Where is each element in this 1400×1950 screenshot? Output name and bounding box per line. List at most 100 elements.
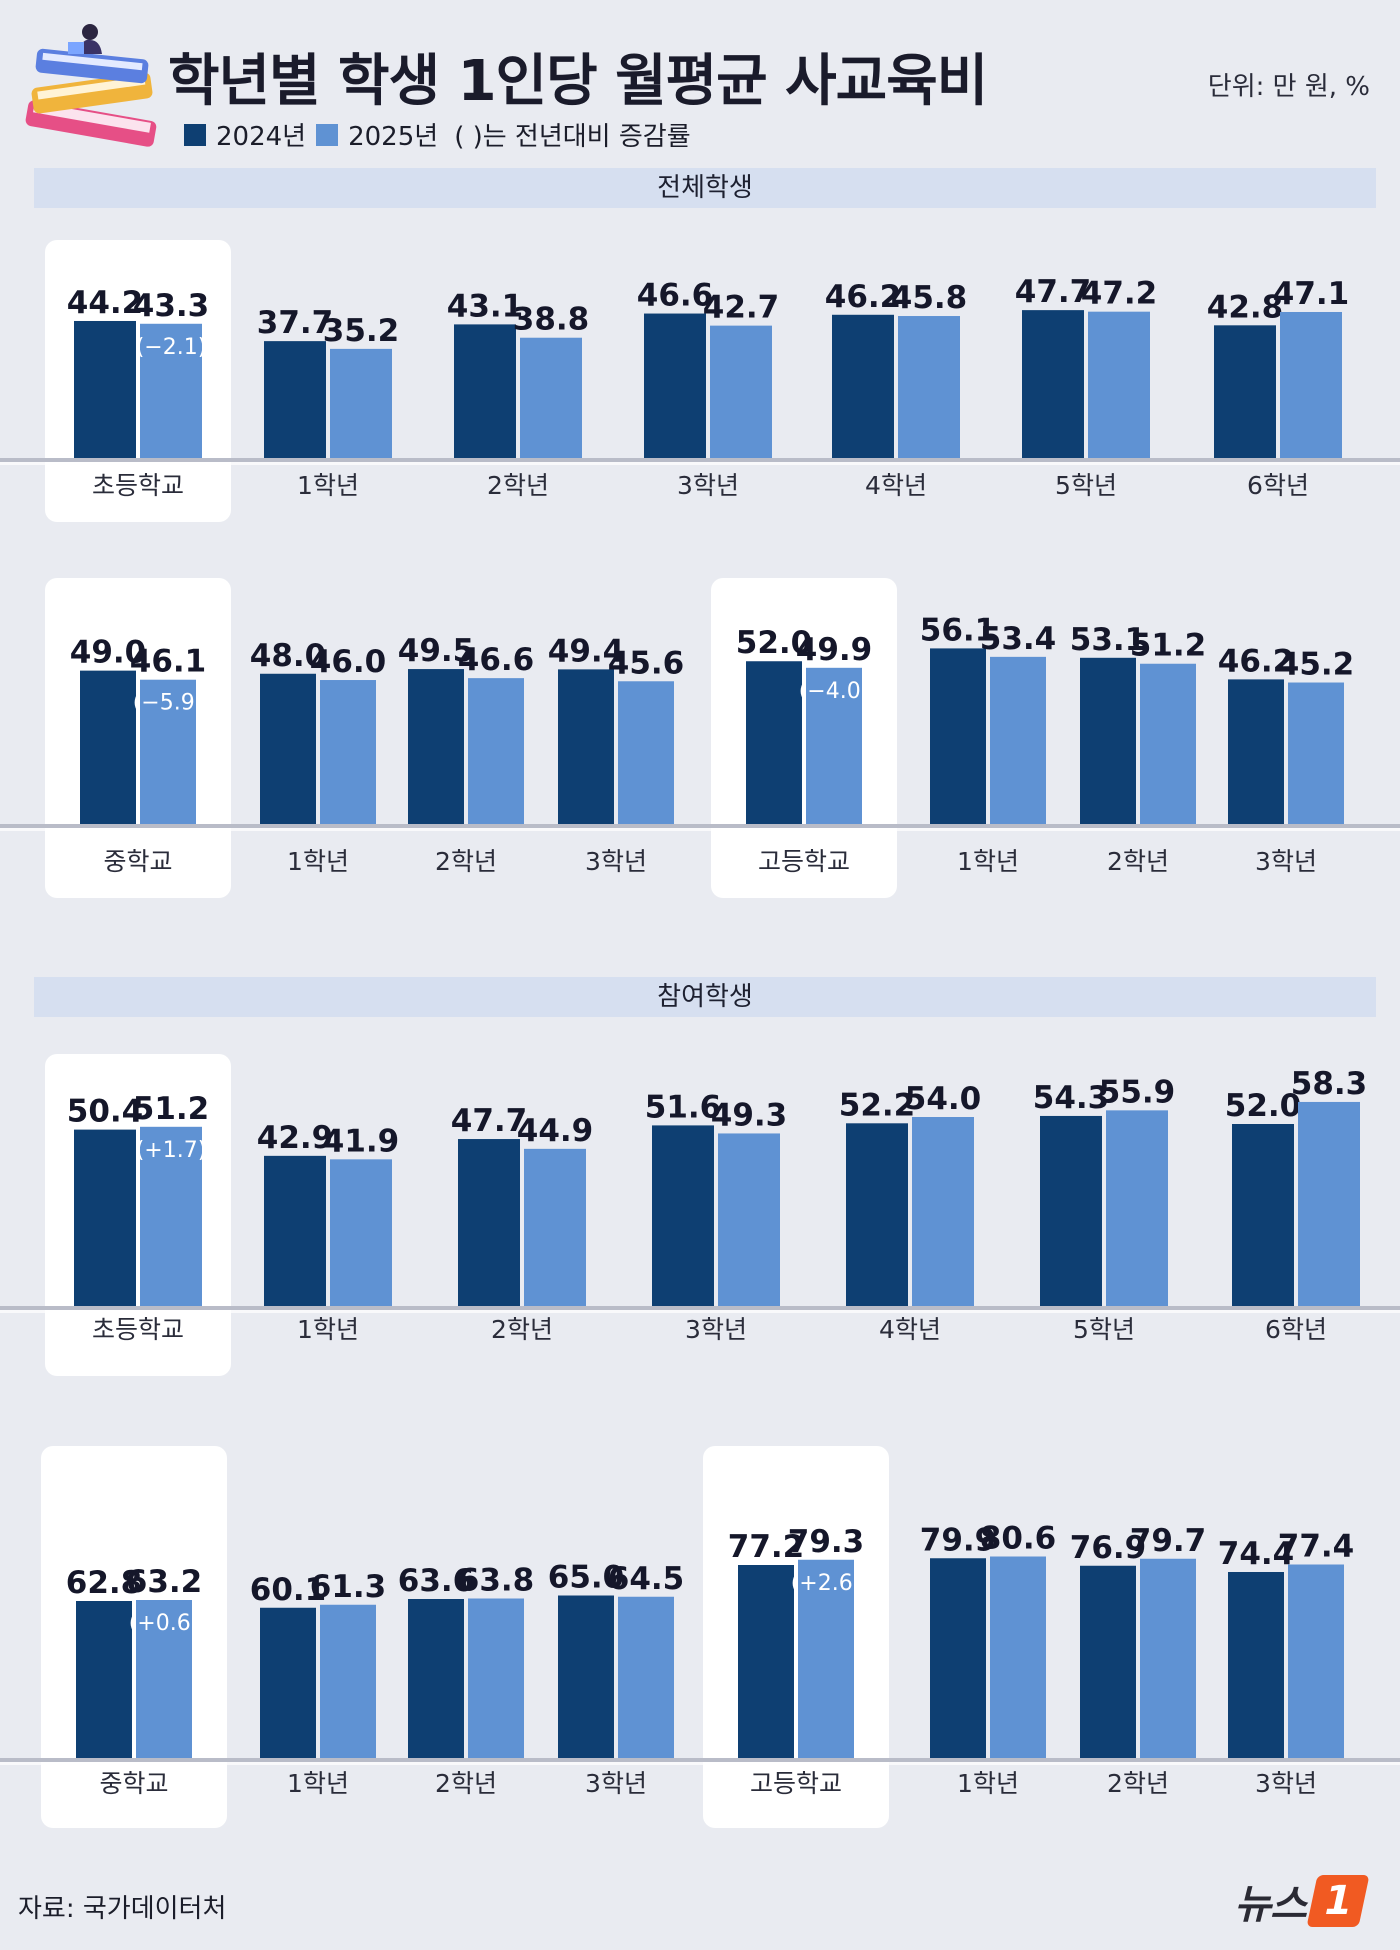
- bar-1-5-2025: [990, 656, 1046, 824]
- bar-1-1-2025: [320, 680, 376, 824]
- change-label-3-4: (+2.6): [791, 1571, 862, 1596]
- value-label-2-2-2025: 44.9: [517, 1113, 594, 1149]
- bar-0-0-2024: [74, 320, 136, 458]
- category-label-2-5: 5학년: [1073, 1315, 1135, 1344]
- value-label-0-4-2024: 46.2: [825, 279, 902, 315]
- bar-0-2-2025: [520, 337, 582, 458]
- value-label-3-1-2025: 61.3: [310, 1569, 387, 1605]
- value-label-1-5-2025: 53.4: [980, 621, 1057, 657]
- value-label-1-0-2025: 46.1: [130, 644, 207, 680]
- bar-1-4-2024: [746, 661, 802, 824]
- bar-0-6-2024: [1214, 325, 1276, 458]
- bar-2-2-2025: [524, 1148, 586, 1306]
- unit-label: 단위: 만 원, %: [1207, 72, 1370, 102]
- bar-2-3-2024: [652, 1125, 714, 1306]
- value-label-3-1-2024: 60.1: [250, 1572, 327, 1608]
- value-label-0-1-2025: 35.2: [323, 313, 400, 349]
- value-label-3-6-2025: 79.7: [1130, 1523, 1207, 1559]
- bar-3-4-2025: [798, 1559, 854, 1758]
- bar-0-1-2024: [264, 341, 326, 458]
- bar-2-6-2024: [1232, 1124, 1294, 1306]
- change-label-0-0: (−2.1): [136, 335, 207, 360]
- category-label-1-4: 고등학교: [758, 847, 850, 876]
- bar-0-0-2025: [140, 323, 202, 458]
- value-label-3-0-2025: 63.2: [126, 1564, 203, 1600]
- bar-0-3-2025: [710, 325, 772, 458]
- bar-3-0-2024: [76, 1601, 132, 1758]
- value-label-0-3-2024: 46.6: [637, 278, 714, 314]
- bar-3-4-2024: [738, 1565, 794, 1758]
- value-label-2-1-2025: 41.9: [323, 1123, 400, 1159]
- bar-0-2-2024: [454, 324, 516, 458]
- logo-text: 뉴스: [1234, 1882, 1307, 1928]
- bar-3-3-2024: [558, 1595, 614, 1758]
- bar-2-0-2025: [140, 1126, 202, 1306]
- value-label-3-2-2024: 63.6: [398, 1563, 475, 1599]
- value-label-1-0-2024: 49.0: [70, 635, 147, 671]
- category-label-2-6: 6학년: [1265, 1315, 1327, 1344]
- bar-1-3-2024: [558, 669, 614, 824]
- bar-1-6-2025: [1140, 663, 1196, 824]
- value-label-1-4-2025: 49.9: [796, 632, 873, 668]
- category-label-3-7: 3학년: [1255, 1769, 1317, 1798]
- category-label-2-2: 2학년: [491, 1315, 553, 1344]
- bar-1-6-2024: [1080, 657, 1136, 824]
- legend-swatch-2024: [184, 123, 206, 146]
- bar-3-5-2025: [990, 1556, 1046, 1758]
- legend: 2024년 2025년 ( )는 전년대비 증감률: [184, 116, 691, 153]
- legend-swatch-2025: [316, 123, 339, 146]
- value-label-2-5-2024: 54.3: [1033, 1080, 1110, 1116]
- category-label-3-1: 1학년: [287, 1769, 349, 1798]
- legend-label-2024: 2024년: [216, 122, 307, 152]
- bar-3-7-2024: [1228, 1572, 1284, 1758]
- value-label-0-4-2025: 45.8: [891, 280, 968, 316]
- value-label-2-5-2025: 55.9: [1099, 1074, 1176, 1110]
- bar-3-2-2025: [468, 1598, 524, 1758]
- bar-3-6-2024: [1080, 1565, 1136, 1758]
- value-label-1-1-2024: 48.0: [250, 638, 327, 674]
- baseline-shadow-3: [0, 1762, 1400, 1765]
- value-label-0-5-2024: 47.7: [1015, 274, 1092, 310]
- bar-1-2-2024: [408, 669, 464, 824]
- value-label-2-3-2024: 51.6: [645, 1089, 722, 1125]
- bar-1-1-2024: [260, 673, 316, 824]
- category-label-0-0: 초등학교: [92, 471, 184, 500]
- value-label-0-6-2025: 47.1: [1273, 276, 1350, 312]
- bar-0-5-2025: [1088, 311, 1150, 458]
- bar-3-3-2025: [618, 1596, 674, 1758]
- bar-3-1-2025: [320, 1604, 376, 1758]
- value-label-1-4-2024: 52.0: [736, 625, 813, 661]
- legend-note: ( )는 전년대비 증감률: [454, 122, 691, 152]
- baseline-1: [0, 824, 1400, 828]
- value-label-3-5-2025: 80.6: [980, 1521, 1057, 1557]
- bar-1-4-2025: [806, 667, 862, 824]
- value-label-2-3-2025: 49.3: [711, 1097, 788, 1133]
- bar-3-2-2024: [408, 1599, 464, 1758]
- category-label-1-0: 중학교: [103, 847, 172, 876]
- category-label-1-6: 2학년: [1107, 847, 1169, 876]
- section-header-all-students: 전체학생: [34, 168, 1376, 208]
- value-label-0-3-2025: 42.7: [703, 290, 780, 326]
- bar-2-4-2025: [912, 1117, 974, 1306]
- value-label-2-2-2024: 47.7: [451, 1103, 528, 1139]
- bar-2-2-2024: [458, 1139, 520, 1306]
- category-label-1-5: 1학년: [957, 847, 1019, 876]
- change-label-2-0: (+1.7): [136, 1138, 207, 1163]
- category-label-1-2: 2학년: [435, 847, 497, 876]
- bar-1-2-2025: [468, 678, 524, 824]
- category-label-1-7: 3학년: [1255, 847, 1317, 876]
- category-label-1-3: 3학년: [585, 847, 647, 876]
- value-label-0-2-2024: 43.1: [447, 288, 524, 324]
- value-label-2-1-2024: 42.9: [257, 1120, 334, 1156]
- value-label-2-6-2024: 52.0: [1225, 1088, 1302, 1124]
- bar-1-7-2024: [1228, 679, 1284, 824]
- bar-2-4-2024: [846, 1123, 908, 1306]
- bar-0-3-2024: [644, 313, 706, 458]
- bar-3-1-2024: [260, 1607, 316, 1758]
- category-label-0-5: 5학년: [1055, 471, 1117, 500]
- value-label-3-0-2024: 62.8: [66, 1565, 143, 1601]
- bar-1-3-2025: [618, 681, 674, 824]
- value-label-3-4-2024: 77.2: [728, 1529, 805, 1565]
- bar-3-5-2024: [930, 1558, 986, 1758]
- bar-0-6-2025: [1280, 311, 1342, 458]
